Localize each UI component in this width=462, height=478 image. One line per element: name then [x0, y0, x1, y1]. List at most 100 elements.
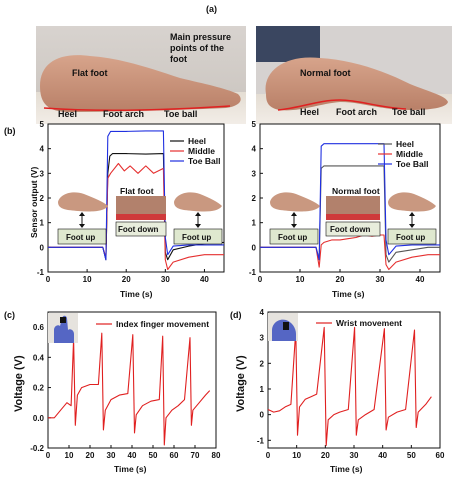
flat-heel-label: Heel — [58, 109, 77, 119]
chart-d-ylabel: Voltage (V) — [235, 355, 247, 412]
chart-c-ytick-label-4: 0.6 — [33, 323, 45, 332]
chart-c-xtick-label-7: 70 — [191, 451, 200, 460]
chart-c-xtick-label-4: 40 — [128, 451, 137, 460]
chart-b-left-ylabel: Sensor output (V) — [29, 167, 39, 238]
chart-d-series-0-line — [267, 326, 432, 446]
chart-c-xlabel: Time (s) — [114, 464, 147, 474]
chart-b-right-series-2-line — [260, 143, 440, 261]
chart-d-ytick-label-1: 0 — [260, 411, 265, 420]
chart-b-right-ytick-label-4: 3 — [252, 169, 257, 178]
legend-middle: Middle — [188, 146, 215, 156]
annotation-foot-up-2: Foot up — [182, 233, 211, 242]
chart-b-right-title: Normal foot — [332, 186, 380, 196]
chart-b-left-ytick-label-0: -1 — [37, 268, 45, 277]
chart-b-right-ytick-label-1: 0 — [252, 243, 257, 252]
chart-c-series — [48, 332, 211, 446]
chart-c-ytick-label-2: 0.2 — [33, 384, 45, 393]
annotation-foot-up-4: Foot up — [396, 233, 425, 242]
chart-b-left-legend: Heel Middle Toe Ball — [170, 136, 220, 166]
chart-b-left-ytick-label-1: 0 — [40, 243, 45, 252]
chart-c-xtick-label-2: 20 — [86, 451, 95, 460]
chart-b-left-title: Flat foot — [120, 186, 154, 196]
chart-b-right-xtick-label-1: 10 — [296, 275, 305, 284]
chart-b-right-ytick-label-2: 1 — [252, 219, 257, 228]
chart-b-right-xtick-label-4: 40 — [416, 275, 425, 284]
chart-b-left-xlabel: Time (s) — [120, 289, 153, 299]
normal-arch-label: Foot arch — [336, 107, 377, 117]
inset-foot-down-right: Foot down — [325, 196, 381, 237]
chart-d-xtick-label-4: 40 — [378, 451, 387, 460]
chart-b-right-ytick-label-5: 4 — [252, 145, 257, 154]
pressure-note-line-1: Main pressure — [170, 32, 231, 42]
chart-d-xtick-label-1: 10 — [292, 451, 301, 460]
chart-b-left-xtick-label-1: 10 — [83, 275, 92, 284]
panel-a-label: (a) — [206, 4, 217, 14]
inset-foot-up-right-1: Foot up — [269, 192, 320, 245]
chart-b-left-ytick-label-4: 3 — [40, 169, 45, 178]
chart-d-xtick-label-3: 30 — [350, 451, 359, 460]
chart-b-right-xlabel: Time (s) — [332, 289, 365, 299]
chart-b-right-xtick-label-2: 20 — [336, 275, 345, 284]
legend-heel-right: Heel — [396, 139, 414, 149]
pressure-note-line-3: foot — [170, 54, 187, 64]
panel-c-label: (c) — [4, 310, 15, 320]
hand-photo-c — [48, 313, 78, 343]
chart-d-ytick-label-3: 2 — [260, 359, 265, 368]
chart-c: 0 10 20 30 40 50 60 70 80 -0.2 0.0 0.2 0.4 0.6 Voltag… — [13, 311, 221, 474]
annotation-foot-down-2: Foot down — [330, 225, 371, 234]
chart-b-left-xtick-label-3: 30 — [161, 275, 170, 284]
chart-d-series — [267, 326, 432, 446]
chart-c-xtick-label-6: 60 — [170, 451, 179, 460]
inset-foot-up-left-2: Foot up — [173, 192, 223, 245]
chart-d-ytick-label-0: -1 — [257, 436, 265, 445]
chart-b-left-ytick-label-6: 5 — [40, 120, 45, 129]
chart-d-ytick-label-5: 4 — [260, 308, 265, 317]
chart-b-right-legend: Heel Middle Toe Ball — [378, 139, 428, 169]
chart-c-xtick-label-3: 30 — [107, 451, 116, 460]
chart-c-ytick-label-0: -0.2 — [30, 444, 44, 453]
annotation-foot-up-3: Foot up — [278, 233, 307, 242]
panel-d-label: (d) — [230, 310, 242, 320]
flat-arch-label: Foot arch — [103, 109, 144, 119]
chart-d-xtick-label-5: 50 — [407, 451, 416, 460]
chart-c-ytick-label-1: 0.0 — [33, 414, 45, 423]
chart-c-xtick-label-5: 50 — [149, 451, 158, 460]
chart-c-xtick-label-1: 10 — [65, 451, 74, 460]
legend-toeball-right: Toe Ball — [396, 159, 428, 169]
pressure-note-line-2: points of the — [170, 43, 224, 53]
chart-b-right-xtick-label-3: 30 — [376, 275, 385, 284]
chart-b-left-xtick-label-4: 40 — [200, 275, 209, 284]
chart-c-xtick-label-0: 0 — [46, 451, 51, 460]
flat-foot-photo — [36, 26, 246, 124]
annotation-foot-down-1: Foot down — [118, 225, 159, 234]
flat-foot-label: Flat foot — [72, 68, 108, 78]
chart-b-right-ytick-label-3: 2 — [252, 194, 257, 203]
chart-d-xtick-label-2: 20 — [321, 451, 330, 460]
chart-b-left-xtick-label-0: 0 — [46, 275, 51, 284]
legend-wrist: Wrist movement — [336, 318, 402, 328]
inset-foot-up-left-1: Foot up — [57, 192, 108, 245]
chart-c-ticks: 0 10 20 30 40 50 60 70 80 -0.2 0.0 0.2 0.4 0.6 — [30, 323, 221, 460]
normal-foot-label: Normal foot — [300, 68, 351, 78]
normal-heel-label: Heel — [300, 107, 319, 117]
panel-b-label: (b) — [4, 126, 16, 136]
flat-toeball-label: Toe ball — [164, 109, 197, 119]
inset-foot-up-right-2: Foot up — [387, 192, 437, 245]
legend-heel: Heel — [188, 136, 206, 146]
chart-d-ytick-label-2: 1 — [260, 385, 265, 394]
chart-b-left-ytick-label-2: 1 — [40, 219, 45, 228]
annotation-foot-up-1: Foot up — [66, 233, 95, 242]
legend-middle-right: Middle — [396, 149, 423, 159]
chart-c-ytick-label-3: 0.4 — [33, 353, 45, 362]
chart-b-right-ytick-label-0: -1 — [249, 268, 257, 277]
chart-b-right-xtick-label-0: 0 — [258, 275, 263, 284]
chart-b-left-xtick-label-2: 20 — [122, 275, 131, 284]
chart-b-left-ytick-label-5: 4 — [40, 145, 45, 154]
